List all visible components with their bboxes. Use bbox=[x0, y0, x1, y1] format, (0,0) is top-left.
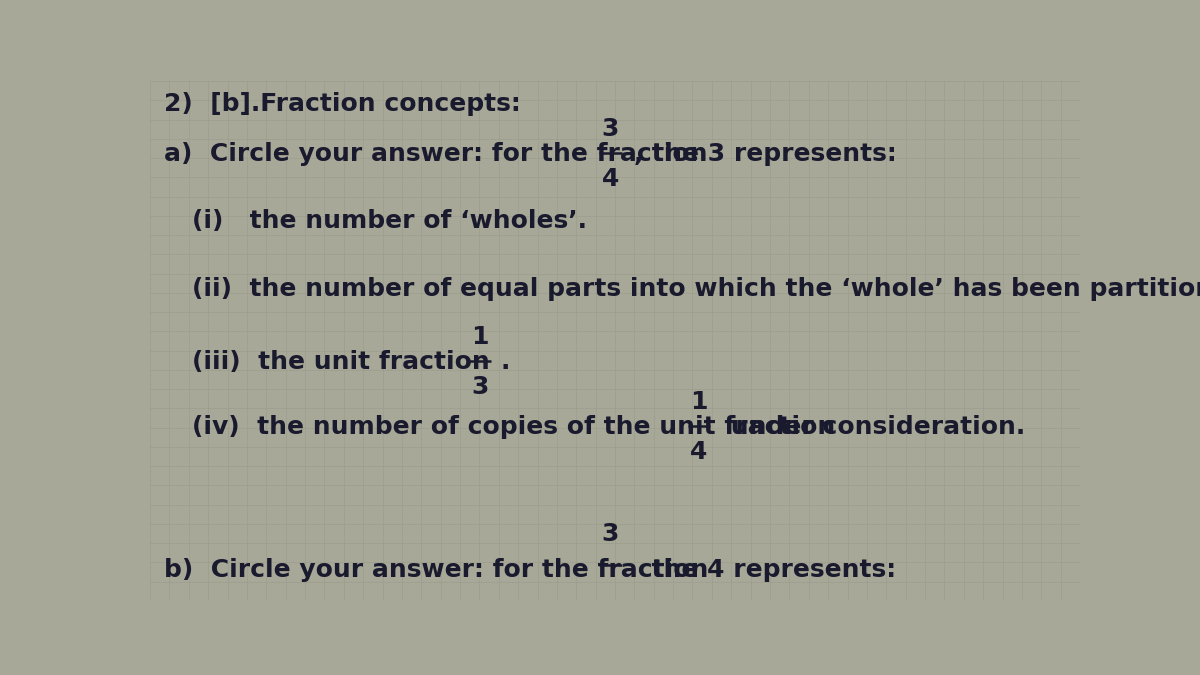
Text: the 4 represents:: the 4 represents: bbox=[634, 558, 895, 582]
Text: 3: 3 bbox=[601, 522, 619, 546]
Text: (iii)  the unit fraction: (iii) the unit fraction bbox=[192, 350, 498, 374]
Text: under consideration.: under consideration. bbox=[722, 414, 1025, 439]
Text: 4: 4 bbox=[690, 439, 707, 464]
Text: b)  Circle your answer: for the fraction: b) Circle your answer: for the fraction bbox=[164, 558, 718, 582]
Text: 3: 3 bbox=[472, 375, 488, 399]
Text: , the 3 represents:: , the 3 represents: bbox=[634, 142, 896, 166]
Text: (ii)  the number of equal parts into which the ‘whole’ has been partitioned.: (ii) the number of equal parts into whic… bbox=[192, 277, 1200, 301]
Text: 1: 1 bbox=[690, 389, 708, 414]
Text: 3: 3 bbox=[601, 117, 619, 141]
Text: (iv)  the number of copies of the unit fraction: (iv) the number of copies of the unit fr… bbox=[192, 414, 844, 439]
Text: a)  Circle your answer: for the fraction: a) Circle your answer: for the fraction bbox=[164, 142, 716, 166]
Text: .: . bbox=[500, 350, 510, 374]
Text: 1: 1 bbox=[472, 325, 488, 349]
Text: (i)   the number of ‘wholes’.: (i) the number of ‘wholes’. bbox=[192, 209, 587, 234]
Text: 4: 4 bbox=[601, 167, 619, 191]
Text: 2)  [b].Fraction concepts:: 2) [b].Fraction concepts: bbox=[164, 92, 521, 116]
